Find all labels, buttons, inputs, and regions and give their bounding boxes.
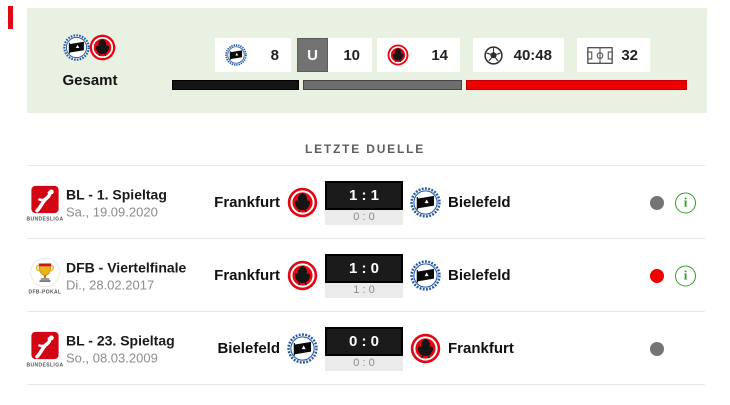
summary-label: Gesamt (62, 72, 118, 89)
frankfurt-crest-icon (387, 44, 409, 66)
competition-logo-caption: BUNDESLIGA (26, 216, 64, 222)
result-dot (650, 268, 664, 283)
total-games-value: 32 (621, 46, 638, 64)
dfb-pokal-logo-icon (29, 256, 61, 288)
halftime-score: 1 : 0 (325, 282, 403, 298)
total-games-stat: 32 (577, 38, 650, 72)
divider (27, 384, 705, 385)
home-wins-bar-segment (172, 80, 300, 90)
match-date: Sa., 19.09.2020 (66, 204, 158, 219)
away-team-crest-icon (410, 333, 441, 364)
competition-logo: DFB-POKAL (26, 256, 64, 295)
match-row[interactable]: BUNDESLIGA BL - 1. Spieltag Sa., 19.09.2… (0, 166, 730, 239)
competition-name: BL - 23. Spieltag (66, 332, 175, 348)
bielefeld-crest-icon (63, 34, 90, 61)
away-team-name: Bielefeld (448, 194, 511, 211)
match-date: Di., 28.02.2017 (66, 277, 155, 292)
match-date: So., 08.03.2009 (66, 350, 158, 365)
competition-info: BL - 23. Spieltag So., 08.03.2009 (66, 332, 175, 365)
divider (27, 238, 705, 239)
score-block: 1 : 0 1 : 0 (325, 253, 403, 298)
draws-value: 10 (343, 46, 360, 64)
away-team-name: Bielefeld (448, 267, 511, 284)
section-title: LETZTE DUELLE (304, 142, 426, 156)
competition-name: BL - 1. Spieltag (66, 186, 167, 202)
summary-stats: 8 U 10 14 40:48 32 (215, 38, 650, 72)
competition-logo: BUNDESLIGA (26, 183, 64, 222)
home-wins-value: 8 (270, 46, 279, 64)
total-goals-value: 40:48 (513, 46, 552, 64)
draws-bar-segment (303, 80, 462, 90)
draws-stat: U 10 (297, 38, 372, 72)
duel: Bielefeld 0 : 0 0 : 0 Frankfurt (180, 326, 514, 371)
duel: Frankfurt 1 : 1 0 : 0 Bielefeld (180, 180, 511, 225)
home-team-name: Frankfurt (214, 267, 280, 284)
duel: Frankfurt 1 : 0 1 : 0 Bielefeld (180, 253, 511, 298)
final-score: 1 : 1 (325, 180, 403, 210)
away-wins-value: 14 (431, 46, 448, 64)
home-wins-stat: 8 (215, 38, 291, 72)
info-icon[interactable]: i (675, 265, 696, 286)
draw-badge: U (297, 38, 328, 72)
frankfurt-crest-icon (89, 34, 116, 61)
match-row[interactable]: BUNDESLIGA BL - 23. Spieltag So., 08.03.… (0, 312, 730, 385)
competition-info: BL - 1. Spieltag Sa., 19.09.2020 (66, 186, 167, 219)
competition-name: DFB - Viertelfinale (66, 259, 187, 275)
score-block: 0 : 0 0 : 0 (325, 326, 403, 371)
head-to-head-summary-panel: Gesamt 8 U 10 14 40:48 32 (27, 8, 707, 113)
home-team-crest-icon (287, 260, 318, 291)
result-dot (650, 195, 664, 210)
total-goals-stat: 40:48 (473, 38, 564, 72)
home-team-name: Bielefeld (217, 340, 280, 357)
info-icon[interactable]: i (675, 192, 696, 213)
bundesliga-logo-icon (29, 183, 61, 215)
score-block: 1 : 1 0 : 0 (325, 180, 403, 225)
divider (27, 165, 705, 166)
left-edge-marker (8, 6, 13, 29)
away-wins-stat: 14 (377, 38, 460, 72)
home-team-crest-icon (287, 187, 318, 218)
competition-logo: BUNDESLIGA (26, 329, 64, 368)
pitch-icon (587, 46, 613, 65)
competition-info: DFB - Viertelfinale Di., 28.02.2017 (66, 259, 186, 292)
bundesliga-logo-icon (29, 329, 61, 361)
win-ratio-bar (172, 80, 687, 90)
match-row[interactable]: DFB-POKAL DFB - Viertelfinale Di., 28.02… (0, 239, 730, 312)
away-team-crest-icon (410, 260, 441, 291)
club-crest-pair (63, 34, 116, 61)
home-team-crest-icon (287, 333, 318, 364)
last-duels-list: BUNDESLIGA BL - 1. Spieltag Sa., 19.09.2… (0, 166, 730, 385)
final-score: 1 : 0 (325, 253, 403, 283)
away-wins-bar-segment (465, 80, 687, 90)
competition-logo-caption: BUNDESLIGA (26, 362, 64, 368)
bielefeld-crest-icon (225, 44, 247, 66)
halftime-score: 0 : 0 (325, 209, 403, 225)
away-team-name: Frankfurt (448, 340, 514, 357)
final-score: 0 : 0 (325, 326, 403, 356)
competition-logo-caption: DFB-POKAL (28, 289, 62, 295)
away-team-crest-icon (410, 187, 441, 218)
last-duels-header: LETZTE DUELLE (0, 113, 730, 166)
result-dot (650, 341, 664, 356)
home-team-name: Frankfurt (214, 194, 280, 211)
ball-icon (483, 45, 504, 66)
divider (27, 311, 705, 312)
halftime-score: 0 : 0 (325, 355, 403, 371)
